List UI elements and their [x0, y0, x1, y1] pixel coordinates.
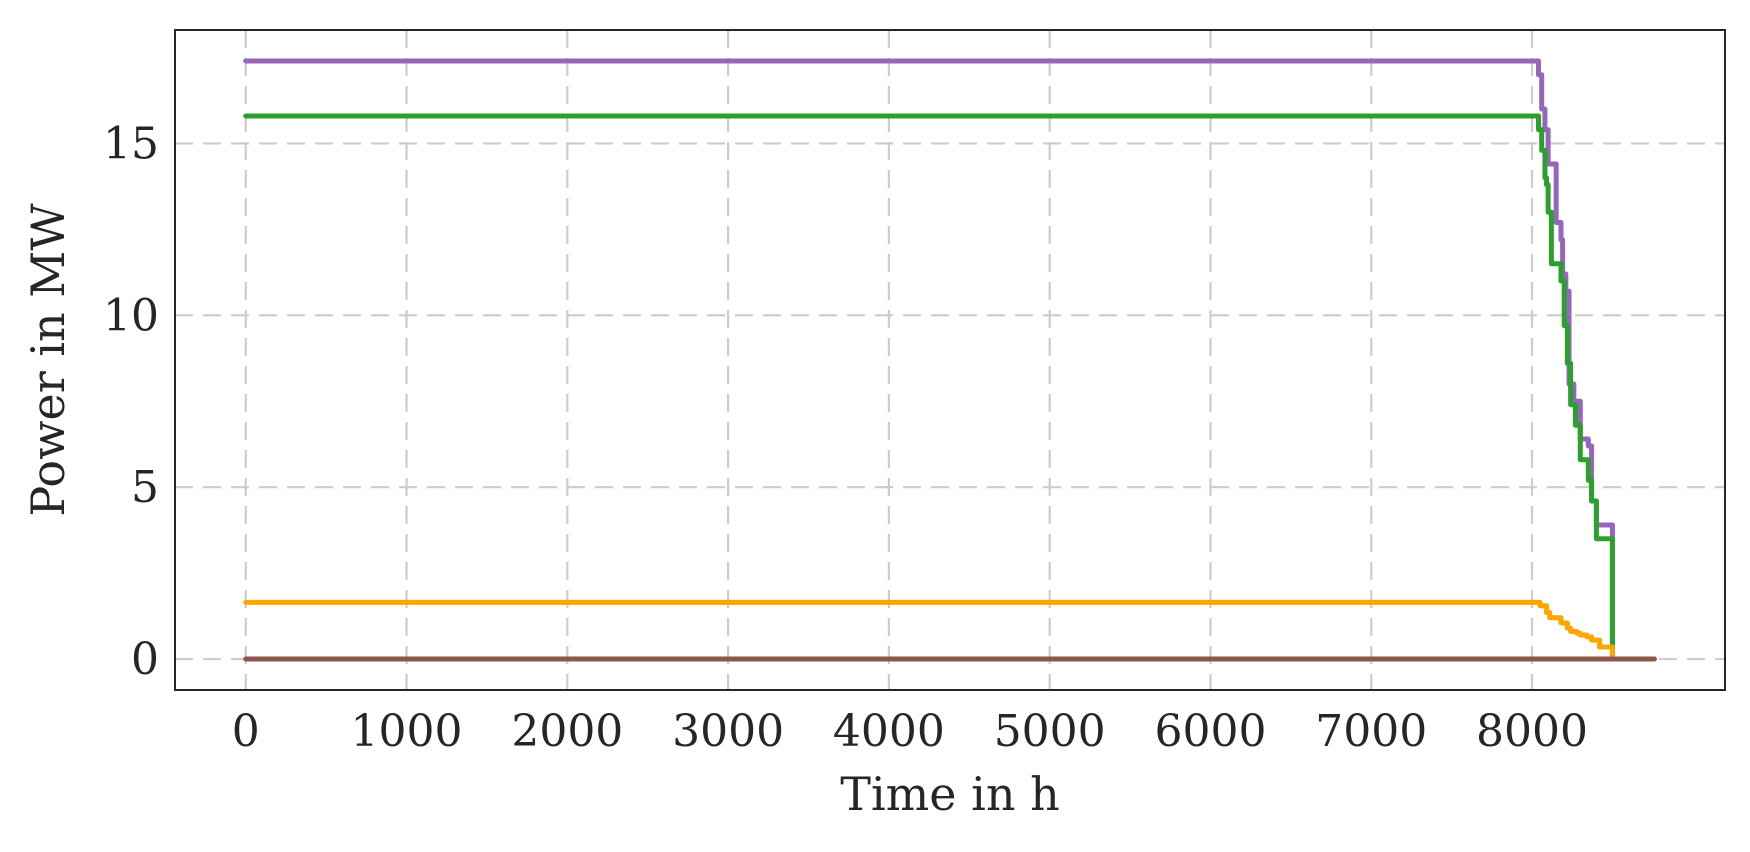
y-tick-label: 5: [131, 462, 159, 513]
x-tick-label: 0: [232, 706, 260, 757]
y-tick-label: 0: [131, 634, 159, 685]
y-axis-label: Power in MW: [21, 203, 75, 517]
x-tick-label: 2000: [511, 706, 623, 757]
series-line-2: [243, 113, 1657, 662]
series-line-3: [243, 599, 1657, 662]
x-tick-label: 6000: [1154, 706, 1266, 757]
x-tick-label: 4000: [833, 706, 945, 757]
series-group: [243, 58, 1657, 662]
x-tick-label: 8000: [1476, 706, 1588, 757]
y-tick-label: 15: [103, 118, 159, 169]
x-tick-label: 5000: [994, 706, 1106, 757]
x-axis-label: Time in h: [840, 767, 1059, 821]
x-tick-label: 1000: [351, 706, 463, 757]
y-tick-label: 10: [103, 290, 159, 341]
x-tick-label: 3000: [672, 706, 784, 757]
plot-frame: [174, 29, 1726, 691]
x-tick-label: 7000: [1315, 706, 1427, 757]
ticks: 0 1000 2000 3000 4000 5000 6000 7000 8000 0 5 10 15: [103, 118, 1588, 757]
